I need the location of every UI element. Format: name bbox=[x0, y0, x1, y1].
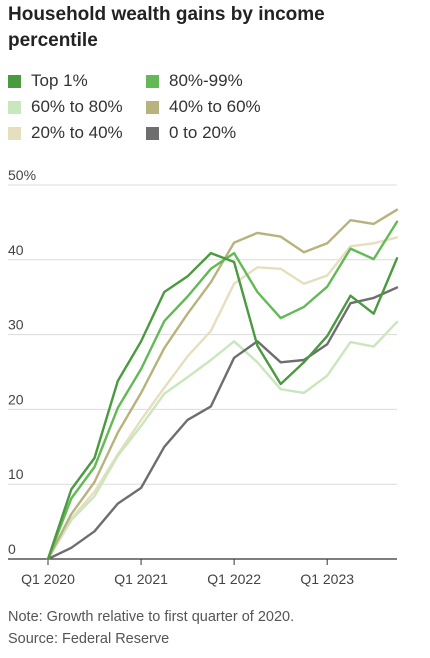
series-line-top-1 bbox=[46, 251, 399, 561]
y-tick-label: 10 bbox=[8, 466, 24, 482]
y-tick-label: 30 bbox=[8, 317, 24, 333]
legend-swatch bbox=[8, 74, 21, 88]
source-text: Source: Federal Reserve bbox=[8, 631, 170, 647]
y-tick-label: 50% bbox=[8, 167, 36, 183]
chart-title: Household wealth gains by income percent… bbox=[8, 4, 325, 51]
legend-label: Top 1% bbox=[31, 71, 88, 90]
x-tick-label: Q1 2021 bbox=[114, 571, 168, 587]
chart-footnote: Note: Growth relative to first quarter o… bbox=[8, 606, 294, 650]
legend-item-0-20: 0 to 20% bbox=[146, 122, 236, 144]
x-tick-label: Q1 2023 bbox=[300, 571, 354, 587]
legend-item-top-1: Top 1% bbox=[8, 70, 88, 92]
series-line-20-to-40 bbox=[46, 236, 399, 561]
y-tick-label: 40 bbox=[8, 242, 24, 258]
legend-item-20-40: 20% to 40% bbox=[8, 122, 123, 144]
y-tick-label: 0 bbox=[8, 541, 16, 557]
note-text: Note: Growth relative to first quarter o… bbox=[8, 609, 295, 625]
series-line-80-99 bbox=[46, 220, 399, 561]
series-line-0-to-20 bbox=[46, 286, 399, 561]
line-chart: 0 10 20 30 40 50% Q1 2020 Q1 2021 Q1 2022 Q1 2023 bbox=[8, 167, 399, 587]
legend-item-60-80: 60% to 80% bbox=[8, 96, 123, 118]
legend-label: 0 to 20% bbox=[169, 123, 237, 142]
legend-item-80-99: 80%-99% bbox=[146, 70, 243, 92]
legend-swatch bbox=[146, 74, 159, 88]
x-tick-label: Q1 2020 bbox=[21, 571, 75, 587]
x-tick-label: Q1 2022 bbox=[207, 571, 261, 587]
series-line-60-to-80 bbox=[46, 320, 399, 561]
legend-label: 20% to 40% bbox=[31, 123, 123, 142]
legend-label: 80%-99% bbox=[169, 71, 243, 90]
legend-swatch bbox=[8, 126, 21, 140]
y-tick-label: 20 bbox=[8, 391, 24, 407]
series-line-40-to-60 bbox=[46, 208, 399, 561]
legend-item-40-60: 40% to 60% bbox=[146, 96, 261, 118]
legend-swatch bbox=[8, 100, 21, 114]
legend-label: 60% to 80% bbox=[31, 97, 123, 116]
legend-swatch bbox=[146, 100, 159, 114]
legend-swatch bbox=[146, 126, 159, 140]
legend-label: 40% to 60% bbox=[169, 97, 261, 116]
